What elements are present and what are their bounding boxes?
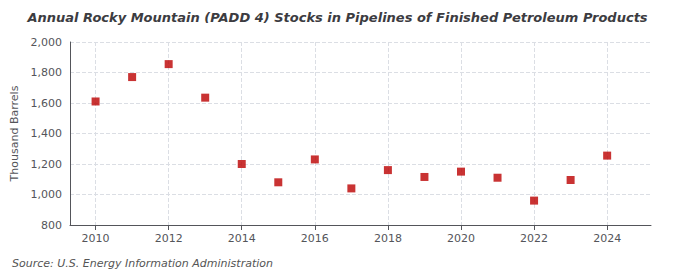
svg-text:2018: 2018 [374, 232, 402, 245]
svg-text:800: 800 [41, 219, 62, 232]
svg-text:1,800: 1,800 [31, 66, 63, 79]
svg-text:Source: U.S. Energy Informatio: Source: U.S. Energy Information Administ… [12, 257, 273, 270]
svg-text:2012: 2012 [155, 232, 183, 245]
svg-text:Thousand Barrels: Thousand Barrels [8, 85, 21, 182]
svg-text:1,000: 1,000 [31, 188, 63, 201]
svg-text:2,000: 2,000 [31, 36, 63, 49]
svg-text:2016: 2016 [301, 232, 329, 245]
svg-text:2020: 2020 [447, 232, 475, 245]
svg-text:1,600: 1,600 [31, 97, 63, 110]
svg-text:2010: 2010 [82, 232, 110, 245]
svg-text:2022: 2022 [520, 232, 548, 245]
svg-text:1,400: 1,400 [31, 127, 63, 140]
svg-text:1,200: 1,200 [31, 158, 63, 171]
svg-text:2024: 2024 [593, 232, 621, 245]
svg-text:Annual Rocky Mountain (PADD 4): Annual Rocky Mountain (PADD 4) Stocks in… [26, 10, 647, 25]
svg-text:2014: 2014 [228, 232, 256, 245]
